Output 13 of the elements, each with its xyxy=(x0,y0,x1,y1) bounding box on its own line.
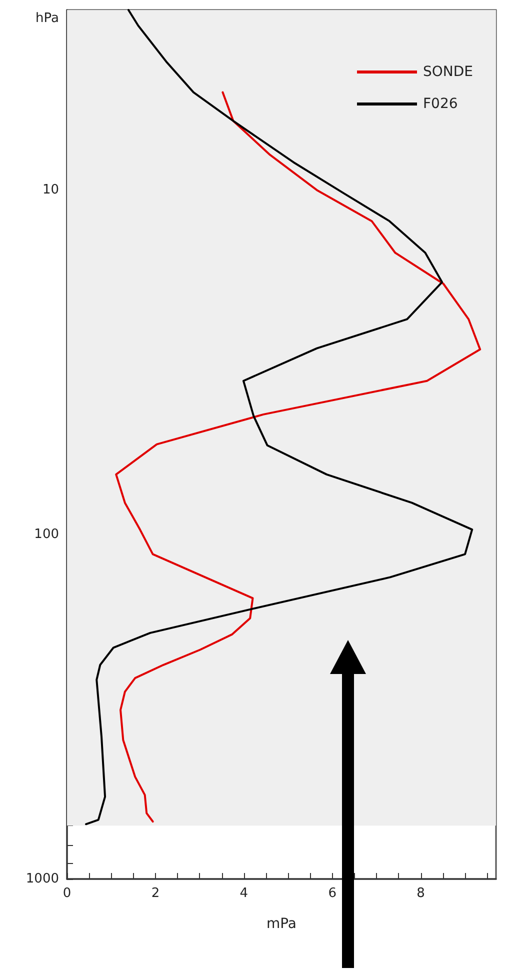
line-series xyxy=(115,91,482,823)
x-tick-label: 6 xyxy=(328,886,336,901)
x-tick-label: 8 xyxy=(416,886,425,901)
x-tick-label: 0 xyxy=(62,886,72,901)
legend-label: F026 xyxy=(422,96,458,112)
y-axis-title: hPa xyxy=(36,11,59,26)
y-tick-label: 10 xyxy=(42,182,59,198)
x-tick-label: 2 xyxy=(151,886,160,901)
legend-label: SONDE xyxy=(422,64,474,80)
y-tick-label: 100 xyxy=(34,527,59,542)
x-tick-label: 4 xyxy=(240,886,248,901)
x-axis-title: mPa xyxy=(266,916,297,932)
y-tick-label: 1000 xyxy=(26,872,59,886)
